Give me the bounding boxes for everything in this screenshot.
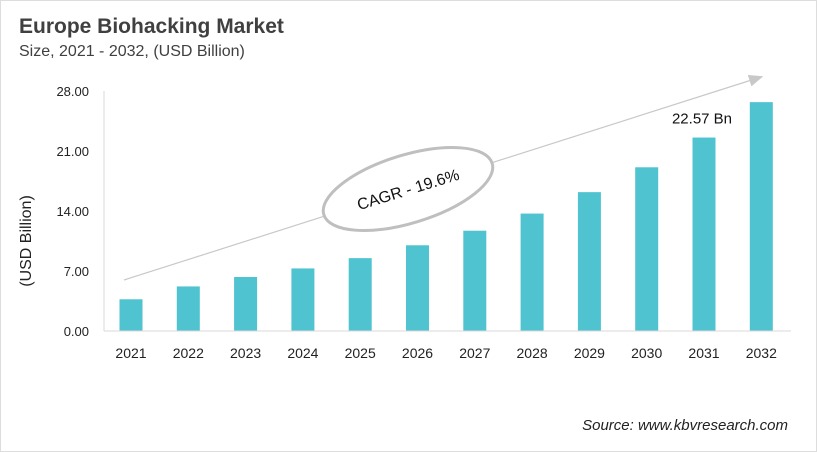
x-tick-label: 2023 — [230, 345, 261, 361]
source-note: Source: www.kbvresearch.com — [582, 417, 788, 434]
bar-2030 — [635, 167, 659, 331]
y-tick-label: 0.00 — [64, 324, 89, 339]
x-tick-label: 2032 — [746, 345, 777, 361]
y-tick-label: 21.00 — [56, 144, 89, 159]
bar-2027 — [463, 230, 487, 331]
bar-2022 — [176, 286, 200, 331]
bar-2023 — [234, 277, 258, 331]
cagr-ellipse — [321, 146, 495, 232]
x-tick-label: 2025 — [345, 345, 376, 361]
bar-2031 — [692, 137, 716, 331]
x-tick-label: 2022 — [173, 345, 204, 361]
x-tick-label: 2031 — [688, 345, 719, 361]
y-tick-label: 7.00 — [64, 264, 89, 279]
chart-title: Europe Biohacking Market — [19, 15, 284, 38]
bar-2026 — [406, 245, 429, 331]
x-tick-label: 2028 — [517, 345, 548, 361]
bar-2021 — [119, 299, 143, 331]
bar-2024 — [291, 268, 315, 331]
x-tick-label: 2029 — [574, 345, 605, 361]
x-tick-label: 2030 — [631, 345, 662, 361]
bar-2028 — [520, 213, 544, 331]
bar-2029 — [577, 192, 601, 331]
y-tick-label: 14.00 — [56, 204, 89, 219]
x-tick-label: 2027 — [459, 345, 490, 361]
chart-subtitle: Size, 2021 - 2032, (USD Billion) — [19, 43, 245, 60]
bar-2032 — [749, 102, 773, 332]
y-axis-label: (USD Billion) — [18, 195, 35, 287]
x-tick-label: 2024 — [287, 345, 318, 361]
value-label-2031: 22.57 Bn — [672, 111, 732, 128]
y-tick-label: 28.00 — [56, 84, 89, 99]
bar-2025 — [348, 258, 372, 331]
x-tick-label: 2021 — [115, 345, 146, 361]
x-tick-label: 2026 — [402, 345, 433, 361]
